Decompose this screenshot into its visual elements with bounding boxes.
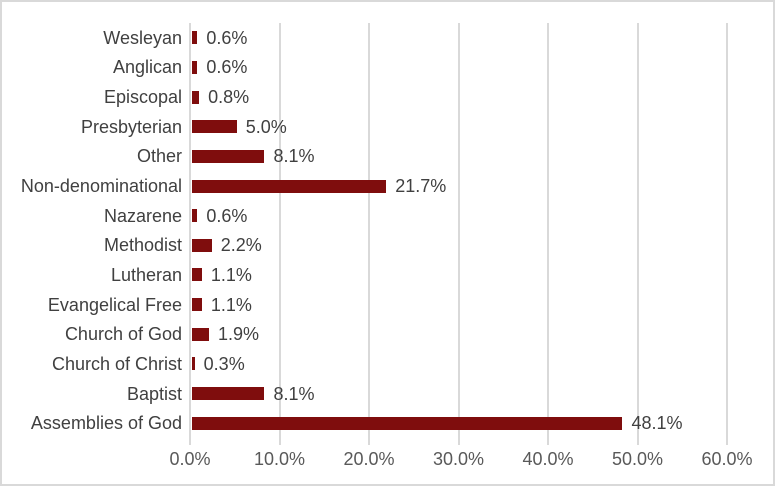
- category-label: Methodist: [103, 235, 182, 256]
- axis-tick: [636, 438, 639, 445]
- bar: [192, 357, 195, 371]
- value-label: 8.1%: [273, 146, 315, 167]
- x-axis-tick-label: 30.0%: [432, 449, 485, 469]
- axis-tick: [189, 438, 191, 445]
- value-label: 1.1%: [210, 294, 252, 315]
- category-label: Church of God: [64, 324, 182, 345]
- bar: [192, 209, 198, 223]
- category-label: Baptist: [126, 383, 182, 404]
- gridline: [457, 23, 460, 438]
- category-label: Wesleyan: [103, 27, 182, 48]
- x-axis-tick-label: 50.0%: [611, 449, 664, 469]
- gridline: [189, 23, 191, 438]
- x-axis-tick-label: 20.0%: [343, 449, 395, 469]
- value-label: 0.3%: [203, 353, 245, 374]
- gridline: [726, 23, 728, 438]
- axis-tick: [457, 438, 460, 445]
- bar: [192, 31, 198, 45]
- category-label: Nazarene: [103, 205, 182, 226]
- value-label: 0.8%: [208, 87, 250, 108]
- axis-tick: [368, 438, 370, 445]
- value-label: 2.2%: [220, 235, 262, 256]
- bar: [192, 268, 202, 282]
- value-label: 48.1%: [631, 413, 683, 434]
- bar: [192, 179, 387, 193]
- value-label: 0.6%: [206, 205, 248, 226]
- axis-tick: [726, 438, 728, 445]
- gridline: [368, 23, 370, 438]
- bar: [192, 298, 202, 312]
- category-label: Episcopal: [103, 87, 182, 108]
- x-axis-tick-label: 0.0%: [169, 449, 211, 469]
- bar: [192, 90, 200, 104]
- category-label: Lutheran: [110, 264, 182, 285]
- bar: [192, 149, 265, 163]
- category-label: Other: [136, 146, 182, 167]
- value-label: 1.9%: [218, 324, 260, 345]
- axis-tick: [547, 438, 549, 445]
- value-label: 8.1%: [273, 383, 315, 404]
- gridline: [278, 23, 281, 438]
- category-label: Church of Christ: [51, 353, 182, 374]
- bar: [192, 238, 212, 252]
- x-axis-tick-label: 60.0%: [701, 449, 753, 469]
- bar: [192, 120, 237, 134]
- value-label: 5.0%: [245, 116, 287, 137]
- x-axis-tick-label: 40.0%: [522, 449, 574, 469]
- bar: [192, 416, 623, 430]
- bar: [192, 60, 198, 74]
- bar: [192, 387, 265, 401]
- category-label: Assemblies of God: [30, 413, 182, 434]
- value-label: 21.7%: [395, 176, 447, 197]
- x-axis-tick-label: 10.0%: [253, 449, 306, 469]
- gridline: [547, 23, 549, 438]
- value-label: 1.1%: [210, 264, 252, 285]
- category-label: Presbyterian: [80, 116, 182, 137]
- value-label: 0.6%: [206, 27, 248, 48]
- value-label: 0.6%: [206, 57, 248, 78]
- category-label: Anglican: [112, 57, 182, 78]
- bar: [192, 327, 209, 341]
- gridline: [636, 23, 639, 438]
- axis-tick: [278, 438, 281, 445]
- category-label: Non-denominational: [20, 176, 182, 197]
- category-label: Evangelical Free: [47, 294, 182, 315]
